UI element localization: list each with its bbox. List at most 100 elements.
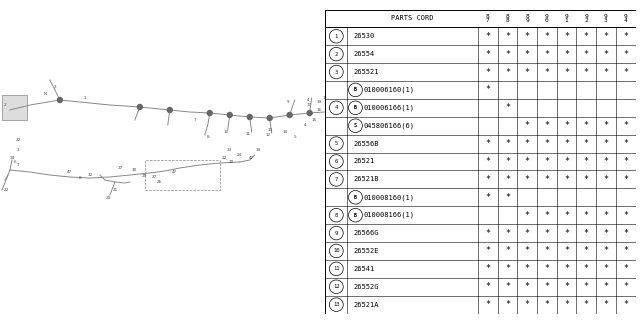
- Text: 010006160(1): 010006160(1): [363, 87, 414, 93]
- Text: *: *: [525, 300, 530, 309]
- Text: *: *: [505, 50, 510, 59]
- Circle shape: [287, 113, 292, 117]
- Text: *: *: [525, 32, 530, 41]
- Text: 11: 11: [322, 96, 327, 100]
- Text: *: *: [505, 228, 510, 237]
- Text: *: *: [623, 121, 628, 130]
- Text: *: *: [623, 50, 628, 59]
- Text: *: *: [623, 228, 628, 237]
- Text: 29: 29: [142, 174, 147, 178]
- Circle shape: [138, 105, 142, 109]
- Text: 26521B: 26521B: [353, 176, 378, 182]
- Text: *: *: [623, 300, 628, 309]
- Circle shape: [227, 113, 232, 117]
- Text: *: *: [545, 264, 549, 273]
- Text: *: *: [604, 264, 609, 273]
- Text: 2: 2: [4, 103, 6, 107]
- Text: 1: 1: [84, 96, 86, 100]
- Text: 265521: 265521: [353, 69, 378, 75]
- Text: B: B: [354, 105, 357, 110]
- Text: 17: 17: [307, 103, 312, 107]
- Text: 26566G: 26566G: [353, 230, 378, 236]
- Text: 12: 12: [265, 133, 270, 137]
- Text: 19: 19: [255, 148, 260, 152]
- Circle shape: [307, 110, 312, 116]
- Text: *: *: [505, 193, 510, 202]
- Text: *: *: [505, 282, 510, 291]
- Text: 30: 30: [132, 168, 138, 172]
- Text: *: *: [584, 50, 589, 59]
- Text: *: *: [545, 228, 549, 237]
- Text: 8
9: 8 9: [525, 14, 529, 23]
- Text: *: *: [485, 193, 490, 202]
- Text: *: *: [623, 175, 628, 184]
- Text: *: *: [623, 264, 628, 273]
- Text: *: *: [584, 228, 589, 237]
- Text: *: *: [584, 68, 589, 76]
- Text: PARTS CORD: PARTS CORD: [392, 15, 434, 21]
- Text: *: *: [604, 32, 609, 41]
- Text: B: B: [354, 87, 357, 92]
- Text: 8
7: 8 7: [486, 14, 490, 23]
- Text: *: *: [505, 103, 510, 112]
- Text: *: *: [584, 246, 589, 255]
- Text: *: *: [525, 50, 530, 59]
- Text: 26530: 26530: [353, 33, 374, 39]
- Text: *: *: [485, 85, 490, 94]
- Text: *: *: [485, 139, 490, 148]
- Text: 4: 4: [307, 98, 309, 102]
- Text: *: *: [505, 246, 510, 255]
- Text: 10: 10: [333, 248, 340, 253]
- Text: 47: 47: [67, 170, 72, 174]
- Text: N: N: [44, 92, 47, 96]
- Text: *: *: [525, 157, 530, 166]
- Text: 9
2: 9 2: [584, 14, 588, 23]
- Text: *: *: [623, 157, 628, 166]
- Text: *: *: [485, 157, 490, 166]
- Text: *: *: [545, 139, 549, 148]
- Text: *: *: [545, 68, 549, 76]
- Text: *: *: [604, 50, 609, 59]
- Text: 20: 20: [229, 160, 234, 164]
- Text: *: *: [623, 68, 628, 76]
- Text: 010008160(1): 010008160(1): [363, 194, 414, 201]
- Text: *: *: [485, 50, 490, 59]
- Text: *: *: [564, 50, 569, 59]
- Text: 9: 9: [335, 231, 338, 236]
- Text: *: *: [564, 300, 569, 309]
- Text: *: *: [604, 211, 609, 220]
- Text: 47: 47: [249, 156, 254, 160]
- Text: *: *: [525, 121, 530, 130]
- Text: 22: 22: [15, 138, 20, 142]
- Text: 22: 22: [222, 156, 227, 160]
- Text: 47: 47: [172, 170, 177, 174]
- Text: 045806166(6): 045806166(6): [363, 123, 414, 129]
- Text: *: *: [505, 300, 510, 309]
- Text: *: *: [623, 211, 628, 220]
- Text: *: *: [545, 121, 549, 130]
- Text: *: *: [604, 300, 609, 309]
- Text: *: *: [525, 282, 530, 291]
- Text: *: *: [485, 175, 490, 184]
- Text: *: *: [623, 32, 628, 41]
- Text: 9
1: 9 1: [564, 14, 568, 23]
- Circle shape: [58, 98, 63, 102]
- Text: *: *: [485, 32, 490, 41]
- Text: *: *: [485, 300, 490, 309]
- Text: *: *: [604, 68, 609, 76]
- Text: *: *: [545, 282, 549, 291]
- Text: 13: 13: [333, 302, 340, 307]
- Text: *: *: [564, 228, 569, 237]
- Text: *: *: [545, 300, 549, 309]
- Text: 22: 22: [3, 188, 8, 192]
- Text: *: *: [485, 228, 490, 237]
- Text: 5: 5: [335, 141, 338, 146]
- Text: *: *: [545, 211, 549, 220]
- Text: *: *: [485, 282, 490, 291]
- Text: 3: 3: [54, 85, 56, 89]
- Text: *: *: [623, 246, 628, 255]
- Text: *: *: [564, 121, 569, 130]
- Text: 26552E: 26552E: [353, 248, 378, 254]
- Text: *: *: [584, 175, 589, 184]
- Text: 26: 26: [157, 180, 163, 184]
